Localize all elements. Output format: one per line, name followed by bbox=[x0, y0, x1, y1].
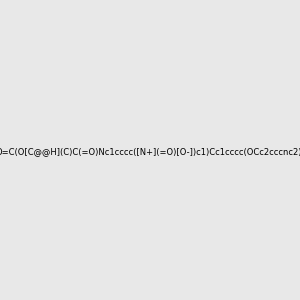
Text: O=C(O[C@@H](C)C(=O)Nc1cccc([N+](=O)[O-])c1)Cc1cccc(OCc2cccnc2)c1: O=C(O[C@@H](C)C(=O)Nc1cccc([N+](=O)[O-])… bbox=[0, 147, 300, 156]
